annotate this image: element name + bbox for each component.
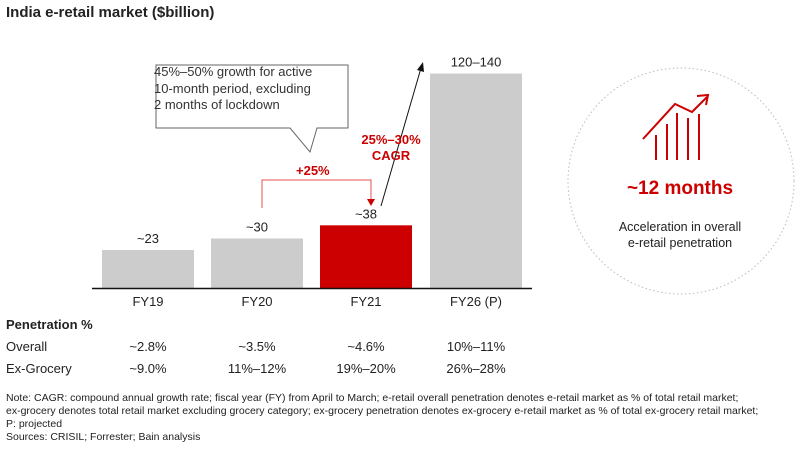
callout-text: 45%–50% growth for active 10-month perio… bbox=[154, 64, 316, 114]
data-label: 120–140 bbox=[451, 55, 502, 70]
callout-line: 45%–50% growth for active bbox=[154, 64, 313, 79]
data-label: ~38 bbox=[355, 206, 377, 221]
row-label: Ex-Grocery bbox=[6, 361, 72, 376]
x-tick-label: FY21 bbox=[350, 294, 381, 309]
highlight-circle bbox=[567, 67, 795, 295]
cagr-arrow bbox=[380, 67, 422, 207]
penetration-cell: ~2.8% bbox=[129, 339, 167, 354]
cagr-label: 25%–30% CAGR bbox=[355, 132, 427, 164]
highlight-text: Acceleration in overall e-retail penetra… bbox=[560, 219, 800, 251]
sources-line: Sources: CRISIL; Forrester; Bain analysi… bbox=[6, 431, 201, 443]
penetration-cell: 11%–12% bbox=[227, 361, 287, 376]
cagr-arrowhead bbox=[417, 62, 424, 72]
growth-bracket bbox=[261, 179, 372, 208]
note-line: ex-grocery denotes total retail market e… bbox=[6, 405, 759, 417]
callout-box bbox=[155, 64, 349, 154]
growth-chart-icon bbox=[642, 93, 710, 160]
bar-fy26-p- bbox=[430, 73, 522, 288]
penetration-heading: Penetration % bbox=[6, 317, 93, 332]
x-tick-label: FY19 bbox=[132, 294, 163, 309]
cagr-text: CAGR bbox=[371, 148, 411, 163]
data-label: ~30 bbox=[246, 220, 268, 235]
bar-fy19 bbox=[102, 250, 194, 288]
growth-label: +25% bbox=[296, 163, 330, 178]
row-label: Overall bbox=[6, 339, 48, 354]
penetration-cell: ~4.6% bbox=[347, 339, 385, 354]
highlight-line: Acceleration in overall bbox=[618, 220, 742, 234]
penetration-cell: 26%–28% bbox=[446, 361, 506, 376]
bar-fy21 bbox=[320, 225, 412, 288]
callout-line: 2 months of lockdown bbox=[154, 97, 280, 112]
penetration-cell: 10%–11% bbox=[446, 339, 506, 354]
cagr-range: 25%–30% bbox=[361, 132, 421, 147]
note-line: Note: CAGR: compound annual growth rate;… bbox=[6, 392, 739, 404]
highlight-value: ~12 months bbox=[626, 178, 734, 199]
callout-line: 10-month period, excluding bbox=[154, 80, 311, 96]
x-tick-label: FY26 (P) bbox=[450, 294, 502, 309]
penetration-cell: ~9.0% bbox=[129, 361, 167, 376]
x-tick-label: FY20 bbox=[241, 294, 272, 309]
data-label: ~23 bbox=[137, 231, 159, 246]
footnotes: Note: CAGR: compound annual growth rate;… bbox=[6, 392, 800, 444]
growth-arrowhead bbox=[367, 199, 375, 206]
penetration-cell: ~3.5% bbox=[238, 339, 276, 354]
note-line: P: projected bbox=[6, 418, 63, 430]
bar-fy20 bbox=[211, 238, 303, 288]
highlight-line: e-retail penetration bbox=[627, 236, 733, 250]
penetration-cell: 19%–20% bbox=[336, 361, 396, 376]
chart-title: India e-retail market ($billion) bbox=[6, 4, 215, 21]
